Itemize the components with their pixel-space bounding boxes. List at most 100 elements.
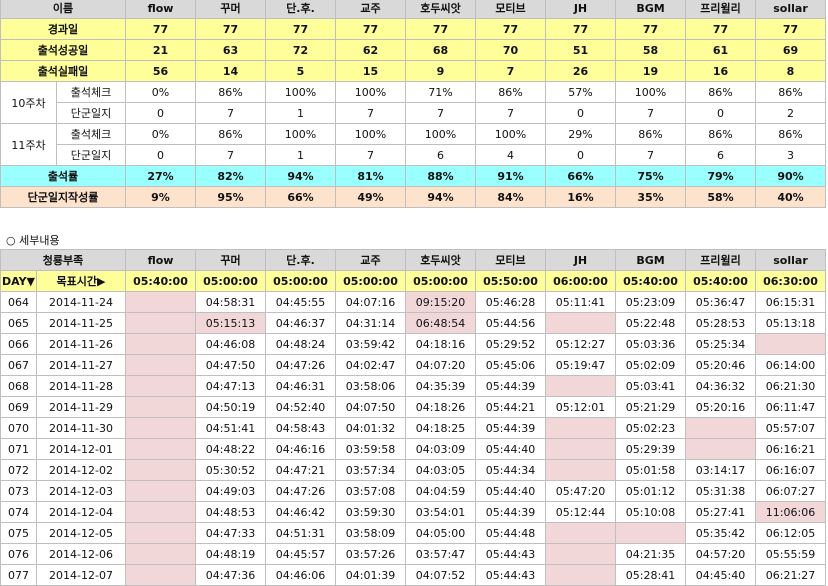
table-row: 068 2014-11-28 04:47:13 04:46:31 03:58:06 04:…: [0, 375, 826, 397]
summary-value: 77: [685, 18, 756, 40]
missed-cell: [125, 564, 196, 586]
missed-cell: [125, 480, 196, 502]
time-cell: 04:46:31: [265, 375, 336, 397]
time-cell: 05:15:13: [195, 312, 266, 334]
week-row-label: 출석체크: [56, 81, 126, 103]
time-cell: 04:48:19: [195, 543, 266, 565]
time-cell: 05:35:42: [685, 522, 756, 544]
summary-value: 5: [265, 60, 336, 82]
summary-row: 경과일 77 77 77 77 77 77 77 77 77 77: [0, 18, 826, 40]
date-cell: 2014-11-26: [36, 333, 126, 355]
week-value: 29%: [545, 123, 616, 145]
time-cell: 05:02:09: [615, 354, 686, 376]
time-cell: 04:50:19: [195, 396, 266, 418]
time-cell: 04:18:16: [405, 333, 476, 355]
date-cell: 2014-11-29: [36, 396, 126, 418]
week-row-label: 출석체크: [56, 123, 126, 145]
time-cell: 05:23:09: [615, 291, 686, 313]
row-label: 경과일: [0, 18, 126, 40]
member-header: sollar: [755, 249, 826, 271]
time-cell: 05:12:01: [545, 396, 616, 418]
rate-value: 27%: [125, 165, 196, 187]
day-number: 067: [0, 354, 37, 376]
missed-cell: [125, 417, 196, 439]
summary-value: 21: [125, 39, 196, 61]
time-cell: 05:29:52: [475, 333, 546, 355]
time-cell: 05:44:39: [475, 501, 546, 523]
time-cell: 04:49:03: [195, 480, 266, 502]
time-cell: 05:45:06: [475, 354, 546, 376]
member-header: 호두씨앗: [405, 249, 476, 271]
week-row-label: 단군일지: [56, 144, 126, 166]
summary-value: 14: [195, 60, 266, 82]
target-time: 05:50:00: [475, 270, 546, 292]
member-header: 단.후.: [265, 0, 336, 19]
week-value: 6: [685, 144, 756, 166]
journal-rate-value: 40%: [755, 186, 826, 208]
target-time: 05:00:00: [405, 270, 476, 292]
time-cell: 04:01:39: [335, 564, 406, 586]
journal-rate-value: 58%: [685, 186, 756, 208]
time-cell: 05:20:46: [685, 354, 756, 376]
name-header: 이름: [0, 0, 126, 19]
rate-label: 출석률: [0, 165, 126, 187]
summary-value: 26: [545, 60, 616, 82]
time-cell: 06:21:27: [755, 564, 826, 586]
missed-cell: [125, 375, 196, 397]
summary-value: 62: [335, 39, 406, 61]
summary-table: 이름 flow 꾸머 단.후. 교주 호두씨앗 모티브 JH BGM 프리윌리 sollar 경과일 7…: [0, 0, 826, 208]
time-cell: 04:51:41: [195, 417, 266, 439]
week-row: 11주차 출석체크 0% 86% 100% 100% 100% 100% 29% 86% 86% 86…: [0, 123, 826, 166]
time-cell: 05:44:48: [475, 522, 546, 544]
missed-cell: [545, 417, 616, 439]
member-header: 교주: [335, 249, 406, 271]
summary-value: 77: [335, 18, 406, 40]
time-cell: 04:47:21: [265, 459, 336, 481]
week-value: 0: [685, 102, 756, 124]
day-number: 069: [0, 396, 37, 418]
journal-rate-value: 84%: [475, 186, 546, 208]
missed-cell: [685, 438, 756, 460]
member-header: 꾸머: [195, 249, 266, 271]
time-cell: 04:45:57: [265, 543, 336, 565]
journal-rate-value: 94%: [405, 186, 476, 208]
week-value: 7: [615, 102, 686, 124]
week-value: 7: [335, 102, 406, 124]
summary-value: 58: [615, 39, 686, 61]
time-cell: 05:13:18: [755, 312, 826, 334]
summary-value: 19: [615, 60, 686, 82]
missed-cell: [755, 333, 826, 355]
time-cell: 05:44:43: [475, 543, 546, 565]
week-value: 86%: [475, 81, 546, 103]
time-cell: 03:57:08: [335, 480, 406, 502]
week-value: 86%: [685, 123, 756, 145]
time-cell: 05:10:08: [615, 501, 686, 523]
week-value: 6: [405, 144, 476, 166]
member-header: 교주: [335, 0, 406, 19]
detail-header-row: 청룡부족 flow 꾸머 단.후. 교주 호두씨앗 모티브 JH BGM 프리윌리 sollar: [0, 249, 826, 271]
date-cell: 2014-11-27: [36, 354, 126, 376]
journal-rate-value: 16%: [545, 186, 616, 208]
time-cell: 04:48:22: [195, 438, 266, 460]
rate-value: 90%: [755, 165, 826, 187]
summary-value: 77: [125, 18, 196, 40]
time-cell: 05:19:47: [545, 354, 616, 376]
group-header: 청룡부족: [0, 249, 126, 271]
journal-rate-value: 9%: [125, 186, 196, 208]
time-cell: 04:48:53: [195, 501, 266, 523]
week-row-label: 단군일지: [56, 102, 126, 124]
time-cell: 05:28:41: [615, 564, 686, 586]
summary-header-row: 이름 flow 꾸머 단.후. 교주 호두씨앗 모티브 JH BGM 프리윌리 sollar: [0, 0, 826, 19]
week-value: 0: [545, 144, 616, 166]
time-cell: 09:15:20: [405, 291, 476, 313]
time-cell: 05:44:21: [475, 396, 546, 418]
week-value: 86%: [615, 123, 686, 145]
time-cell: 04:01:32: [335, 417, 406, 439]
missed-cell: [125, 333, 196, 355]
rate-value: 75%: [615, 165, 686, 187]
week-value: 100%: [335, 81, 406, 103]
date-cell: 2014-12-05: [36, 522, 126, 544]
target-time: 05:40:00: [615, 270, 686, 292]
time-cell: 05:29:39: [615, 438, 686, 460]
date-cell: 2014-12-03: [36, 480, 126, 502]
